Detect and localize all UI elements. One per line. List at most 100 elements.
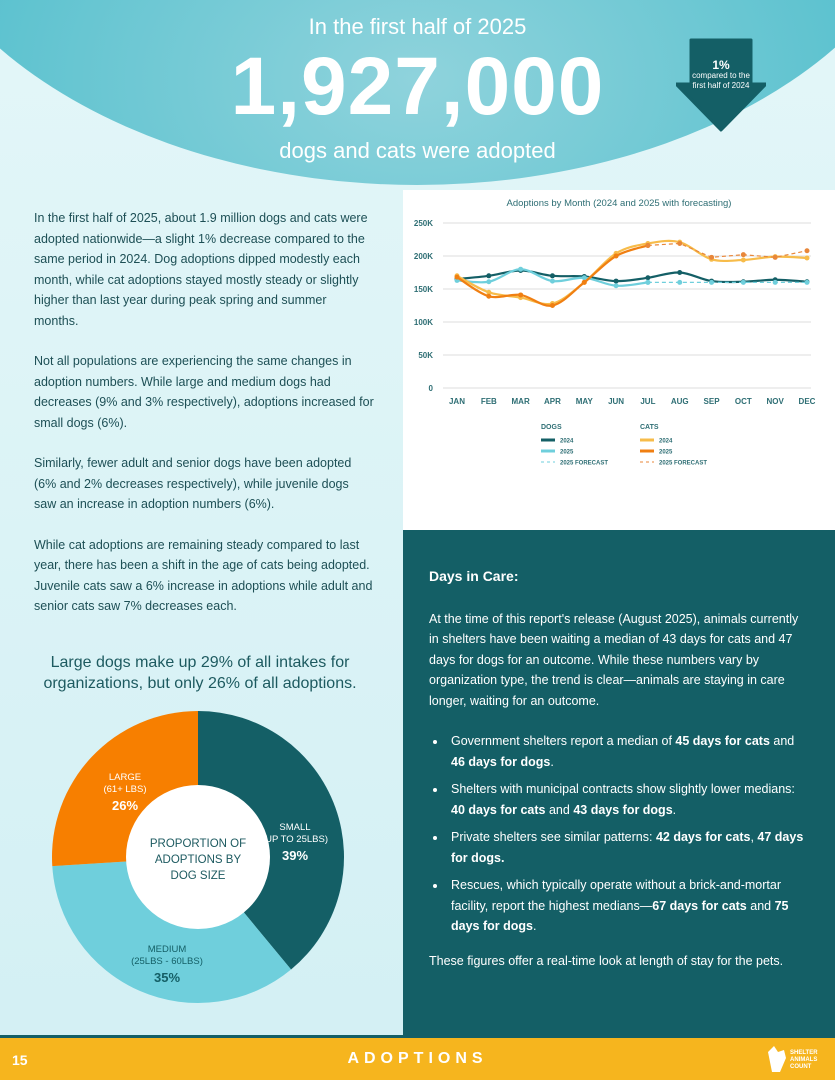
svg-text:ANIMALS: ANIMALS bbox=[790, 1057, 817, 1063]
pie-slice bbox=[52, 857, 292, 1003]
x-tick-label: MAY bbox=[576, 397, 594, 406]
care-bullet-text: . bbox=[550, 754, 554, 769]
care-bullet-text: , bbox=[750, 830, 758, 844]
slice-label: LARGE bbox=[109, 772, 141, 783]
x-tick-label: NOV bbox=[767, 397, 785, 406]
care-bullet-highlight: 47 days for dogs. bbox=[451, 830, 804, 865]
x-tick-label: JUN bbox=[608, 397, 624, 406]
data-point bbox=[677, 270, 683, 275]
intro-paragraph: Not all populations are experiencing the… bbox=[34, 354, 374, 430]
pie-title: Large dogs make up 29% of all intakes fo… bbox=[43, 654, 357, 692]
pie-center-label: DOG SIZE bbox=[171, 870, 226, 882]
x-tick-label: DEC bbox=[799, 397, 816, 406]
care-bullet-highlight: 42 days for cats bbox=[655, 830, 751, 844]
intro-paragraph: While cat adoptions are remaining steady… bbox=[34, 537, 373, 614]
y-tick-label: 100K bbox=[414, 318, 433, 327]
y-tick-label: 200K bbox=[414, 252, 433, 261]
slice-label: SMALL bbox=[279, 822, 310, 833]
data-point bbox=[518, 266, 524, 272]
intro-text: In the first half of 2025, about 1.9 mil… bbox=[34, 208, 374, 637]
series-line bbox=[456, 239, 808, 306]
pie-chart: SMALL(UP TO 25LBS) 39% MEDIUM(25LBS - 60LB… bbox=[51, 711, 344, 1003]
y-tick-label: 50K bbox=[418, 351, 433, 360]
days-in-care-panel: Days in Care: At the time of this report… bbox=[403, 530, 835, 1035]
legend-group-title: CATS bbox=[640, 424, 659, 431]
svg-text:SHELTER: SHELTER bbox=[790, 1050, 818, 1056]
change-text: compared to the first half of 2024 bbox=[692, 71, 750, 90]
hero-banner bbox=[0, 0, 835, 185]
data-point bbox=[645, 275, 651, 281]
data-point bbox=[740, 257, 746, 263]
slice-label: MEDIUM bbox=[148, 944, 187, 955]
care-bullet: Private shelters see similar patterns: 4… bbox=[447, 827, 809, 868]
legend-label: 2025 FORECAST bbox=[560, 461, 608, 467]
data-point bbox=[581, 279, 587, 285]
y-tick-label: 150K bbox=[414, 285, 433, 294]
legend-group-title: DOGS bbox=[541, 424, 562, 431]
data-point bbox=[486, 279, 492, 285]
data-point bbox=[709, 254, 715, 260]
care-bullet-text: Shelters with municipal contracts show s… bbox=[451, 782, 795, 796]
footer: 15 ADOPTIONS SHELTER ANIMALS COUNT bbox=[0, 1035, 835, 1080]
care-bullet: Rescues, which typically operate without… bbox=[447, 875, 809, 937]
data-point bbox=[740, 279, 746, 285]
x-tick-label: OCT bbox=[735, 397, 752, 406]
data-point bbox=[645, 279, 651, 285]
data-point bbox=[677, 240, 683, 246]
slice-sublabel: (UP TO 25LBS) bbox=[262, 834, 328, 845]
care-bullet-text: . bbox=[532, 919, 537, 933]
slice-percent: 35% bbox=[154, 970, 180, 985]
intro-paragraph: Similarly, fewer adult and senior dogs h… bbox=[34, 456, 352, 511]
line-chart-panel: Adoptions by Month (2024 and 2025 with f… bbox=[403, 190, 835, 530]
legend-label: 2025 FORECAST bbox=[659, 461, 707, 467]
care-bullet-text: and bbox=[746, 898, 775, 913]
care-intro: At the time of this report's release (Au… bbox=[429, 611, 799, 708]
data-point bbox=[677, 279, 683, 285]
hero-caption: dogs and cats were adopted bbox=[279, 138, 556, 163]
care-bullet-text: Rescues, which typically operate without… bbox=[451, 878, 781, 913]
data-point bbox=[772, 254, 778, 260]
data-point bbox=[804, 255, 810, 261]
legend-label: 2024 bbox=[659, 439, 673, 445]
data-point bbox=[549, 273, 555, 279]
data-point bbox=[581, 275, 587, 281]
care-bullet-highlight: 67 days for cats bbox=[652, 898, 747, 913]
pie-center-label: PROPORTION OF bbox=[150, 838, 246, 850]
x-tick-label: FEB bbox=[481, 397, 497, 406]
y-tick-label: 250K bbox=[414, 219, 433, 228]
legend-label: 2024 bbox=[560, 439, 574, 445]
data-point bbox=[645, 242, 651, 248]
pie-center-label: ADOPTIONS BY bbox=[155, 854, 242, 866]
data-point bbox=[613, 283, 619, 289]
hero-kicker: In the first half of 2025 bbox=[308, 14, 527, 39]
data-point bbox=[613, 278, 619, 284]
page-number: 15 bbox=[12, 1052, 28, 1068]
legend-label: 2025 bbox=[560, 450, 574, 456]
series-line bbox=[456, 269, 808, 284]
x-tick-label: MAR bbox=[512, 397, 530, 406]
intro-paragraph: In the first half of 2025, about 1.9 mil… bbox=[34, 211, 368, 328]
x-tick-label: SEP bbox=[704, 397, 721, 406]
data-point bbox=[613, 253, 619, 259]
care-bullet-text: Government shelters report a median of bbox=[451, 734, 676, 748]
data-point bbox=[804, 279, 810, 285]
care-bullet-highlight: 40 days for cats bbox=[451, 802, 546, 817]
data-point bbox=[486, 293, 492, 299]
x-tick-label: AUG bbox=[671, 397, 689, 406]
data-point bbox=[518, 292, 524, 298]
y-tick-label: 0 bbox=[429, 384, 434, 393]
data-point bbox=[549, 278, 555, 284]
hero-total: 1,927,000 bbox=[230, 41, 605, 132]
svg-text:COUNT: COUNT bbox=[790, 1064, 812, 1070]
section-title: ADOPTIONS bbox=[347, 1050, 488, 1067]
care-title: Days in Care: bbox=[429, 568, 519, 584]
care-list: Government shelters report a median of 4… bbox=[447, 731, 809, 937]
series-line bbox=[647, 242, 808, 258]
x-tick-label: JAN bbox=[449, 397, 465, 406]
care-bullet-text: and bbox=[545, 802, 574, 817]
care-bullet-highlight: 46 days for dogs bbox=[451, 754, 551, 769]
care-bullet-highlight: 45 days for cats bbox=[675, 734, 770, 748]
care-bullet-text: . bbox=[672, 802, 677, 817]
data-point bbox=[740, 252, 746, 258]
